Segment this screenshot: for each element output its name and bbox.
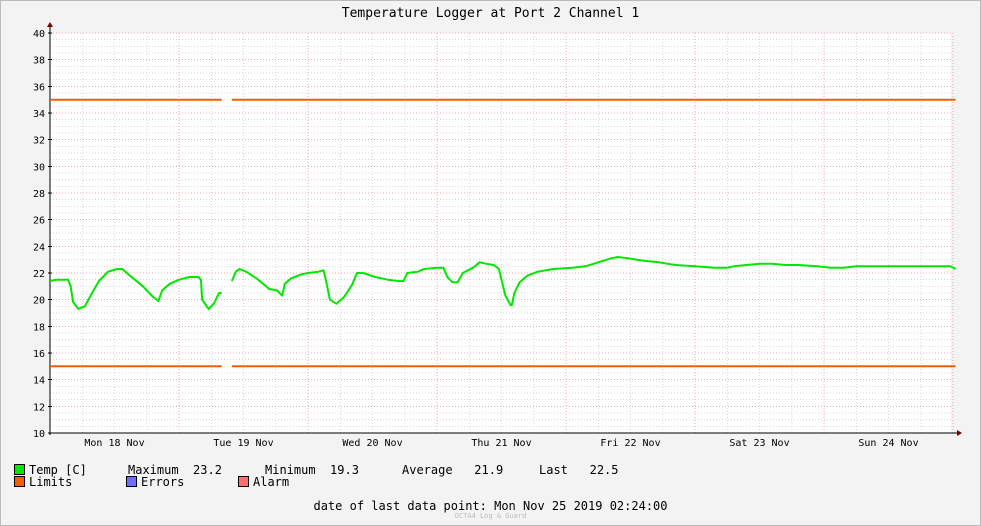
legend-label-limits: Limits	[29, 475, 73, 489]
last-data-point-label: date of last data point:	[313, 499, 487, 513]
x-tick-label: Fri 22 Nov	[600, 438, 660, 449]
y-tick-label: 22	[33, 269, 45, 280]
legend-item-limits: Limits	[14, 475, 72, 489]
legend-label-errors: Errors	[141, 475, 185, 489]
stat-minimum: Minimum 19.3	[265, 463, 359, 477]
legend-item-temp: Temp [C]	[14, 463, 87, 477]
x-tick-label: Wed 20 Nov	[342, 438, 402, 449]
limits-swatch	[14, 476, 25, 487]
x-axis-arrow	[957, 430, 962, 436]
chart-title: Temperature Logger at Port 2 Channel 1	[341, 6, 640, 21]
stat-average: Average 21.9	[402, 463, 503, 477]
stat-last-value: 22.5	[589, 463, 619, 477]
y-tick-label: 14	[33, 376, 45, 387]
legend-label-alarm: Alarm	[253, 475, 290, 489]
legend-item-alarm: Alarm	[238, 475, 289, 489]
series-temp-c-line	[230, 256, 957, 306]
y-tick-label: 40	[33, 29, 45, 40]
y-tick-label: 20	[33, 296, 45, 307]
legend-item-errors: Errors	[126, 475, 184, 489]
stat-average-label: Average	[402, 463, 453, 477]
errors-swatch	[126, 476, 137, 487]
x-tick-label: Tue 19 Nov	[213, 438, 273, 449]
y-axis-arrow	[47, 22, 53, 27]
watermark: OCTA4 Log & Guard	[454, 512, 527, 520]
stat-average-value: 21.9	[474, 463, 504, 477]
y-tick-label: 16	[33, 349, 45, 360]
temp-swatch	[14, 464, 25, 475]
y-tick-label: 12	[33, 402, 45, 413]
y-tick-label: 18	[33, 322, 45, 333]
y-tick-label: 10	[33, 429, 45, 440]
stat-last-label: Last	[539, 463, 568, 477]
stat-minimum-label: Minimum	[265, 463, 316, 477]
y-tick-label: 30	[33, 162, 45, 173]
y-tick-label: 38	[33, 56, 45, 67]
stat-maximum: Maximum 23.2	[128, 463, 222, 477]
alarm-swatch	[238, 476, 249, 487]
y-tick-label: 32	[33, 136, 45, 147]
stat-maximum-label: Maximum	[128, 463, 179, 477]
x-tick-label: Mon 18 Nov	[84, 438, 144, 449]
last-data-point-value: Mon Nov 25 2019 02:24:00	[494, 499, 668, 513]
legend-label-temp: Temp [C]	[29, 463, 87, 477]
x-tick-label: Thu 21 Nov	[471, 438, 531, 449]
y-tick-label: 36	[33, 82, 45, 93]
stat-minimum-value: 19.3	[330, 463, 359, 477]
stat-maximum-value: 23.2	[193, 463, 222, 477]
stat-last: Last 22.5	[539, 463, 619, 477]
y-tick-label: 34	[33, 109, 45, 120]
x-tick-label: Sat 23 Nov	[729, 438, 789, 449]
x-tick-label: Sun 24 Nov	[858, 438, 918, 449]
last-data-point: date of last data point: Mon Nov 25 2019…	[0, 499, 981, 513]
y-tick-label: 26	[33, 216, 45, 227]
series-temp-c-line	[49, 268, 222, 310]
y-tick-label: 28	[33, 189, 45, 200]
y-tick-label: 24	[33, 242, 45, 253]
